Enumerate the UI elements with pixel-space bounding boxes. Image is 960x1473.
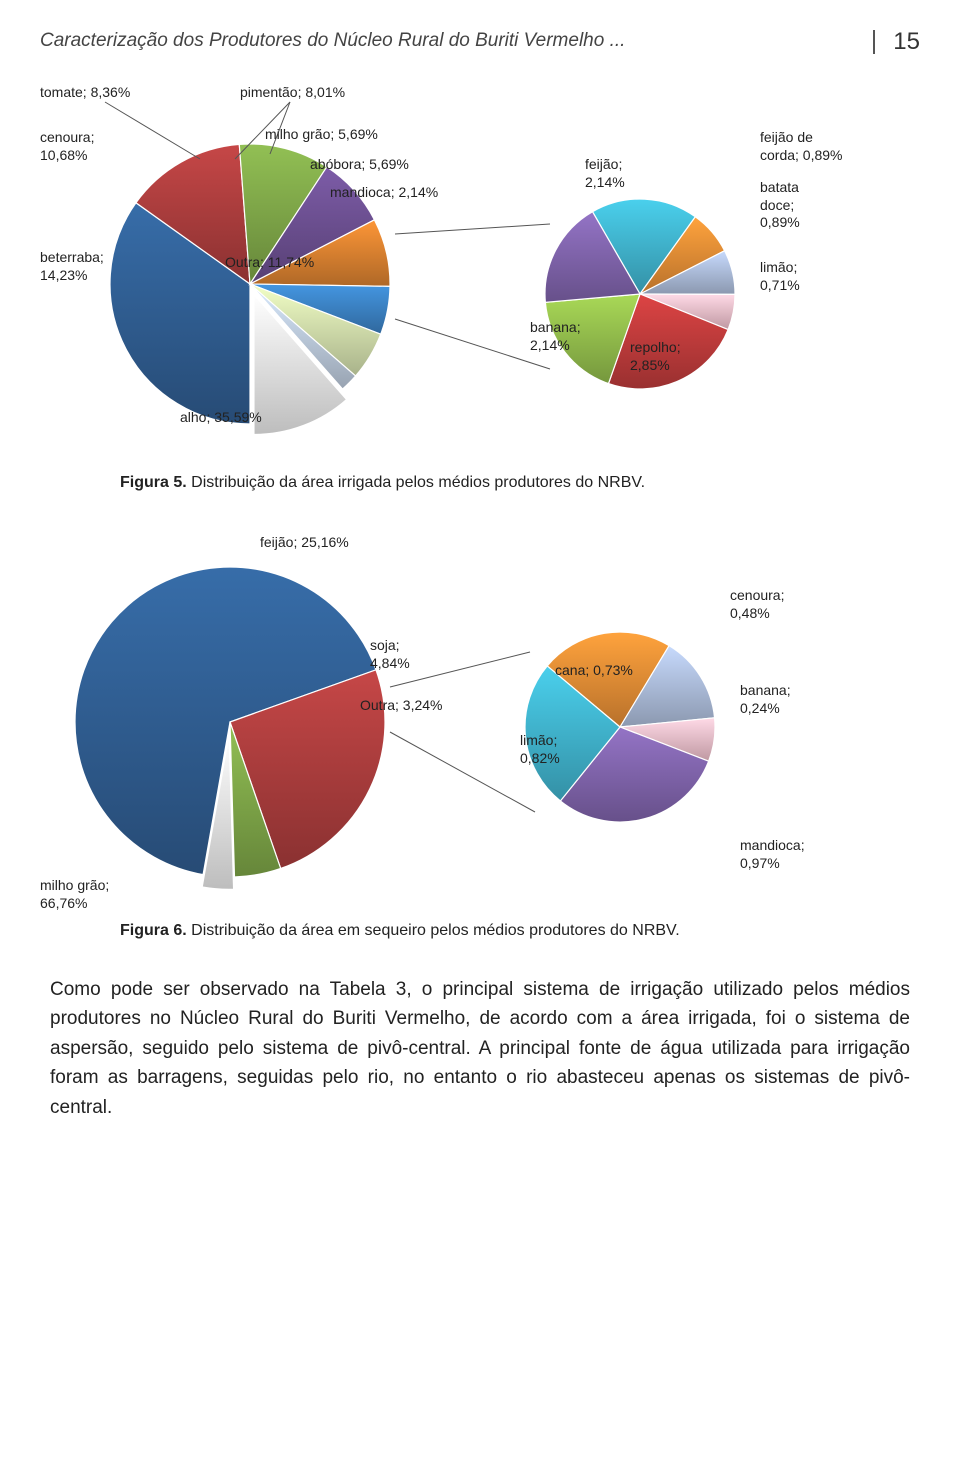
figure-5: tomate; 8,36% pimentão; 8,01% cenoura; 1…: [40, 84, 920, 464]
figure-5-caption-text: Distribuição da área irrigada pelos médi…: [187, 474, 645, 491]
figure-5-caption: Figura 5. Distribuição da área irrigada …: [120, 474, 920, 492]
lbl-outra: Outra; 11,74%: [225, 254, 314, 272]
figure-6: feijão; 25,16% soja; 4,84% Outra; 3,24% …: [40, 532, 920, 912]
figure-6-caption-bold: Figura 6.: [120, 922, 187, 939]
lbl-abobora: abóbora; 5,69%: [310, 156, 409, 174]
lbl6-limao: limão; 0,82%: [520, 732, 560, 767]
lbl-tomate: tomate; 8,36%: [40, 84, 130, 102]
lbl-batata: batata doce; 0,89%: [760, 179, 800, 232]
lbl6-feijao: feijão; 25,16%: [260, 534, 349, 552]
page-number: 15: [873, 30, 920, 54]
lbl6-soja: soja; 4,84%: [370, 637, 410, 672]
lbl-feijao: feijão; 2,14%: [585, 156, 625, 191]
lbl6-cana: cana; 0,73%: [555, 662, 633, 680]
lbl-beterraba: beterraba; 14,23%: [40, 249, 104, 284]
lbl6-banana: banana; 0,24%: [740, 682, 791, 717]
lbl-pimentao: pimentão; 8,01%: [240, 84, 345, 102]
lbl-limao: limão; 0,71%: [760, 259, 800, 294]
lbl-milho: milho grão; 5,69%: [265, 126, 378, 144]
running-title: Caracterização dos Produtores do Núcleo …: [40, 30, 855, 52]
lbl-repolho: repolho; 2,85%: [630, 339, 681, 374]
lbl6-milho: milho grão; 66,76%: [40, 877, 109, 912]
figure-5-caption-bold: Figura 5.: [120, 474, 187, 491]
lbl6-outra: Outra; 3,24%: [360, 697, 443, 715]
figure-6-caption-text: Distribuição da área em sequeiro pelos m…: [187, 922, 680, 939]
figure-6-caption: Figura 6. Distribuição da área em sequei…: [120, 922, 920, 940]
lbl6-cenoura: cenoura; 0,48%: [730, 587, 784, 622]
lbl-alho: alho; 35,59%: [180, 409, 262, 427]
lbl6-mandioca: mandioca; 0,97%: [740, 837, 805, 872]
lbl-banana: banana; 2,14%: [530, 319, 581, 354]
lbl-mandioca: mandioca; 2,14%: [330, 184, 438, 202]
lbl-feijao-corda: feijão de corda; 0,89%: [760, 129, 843, 164]
body-paragraph: Como pode ser observado na Tabela 3, o p…: [50, 975, 910, 1122]
lbl-cenoura: cenoura; 10,68%: [40, 129, 94, 164]
